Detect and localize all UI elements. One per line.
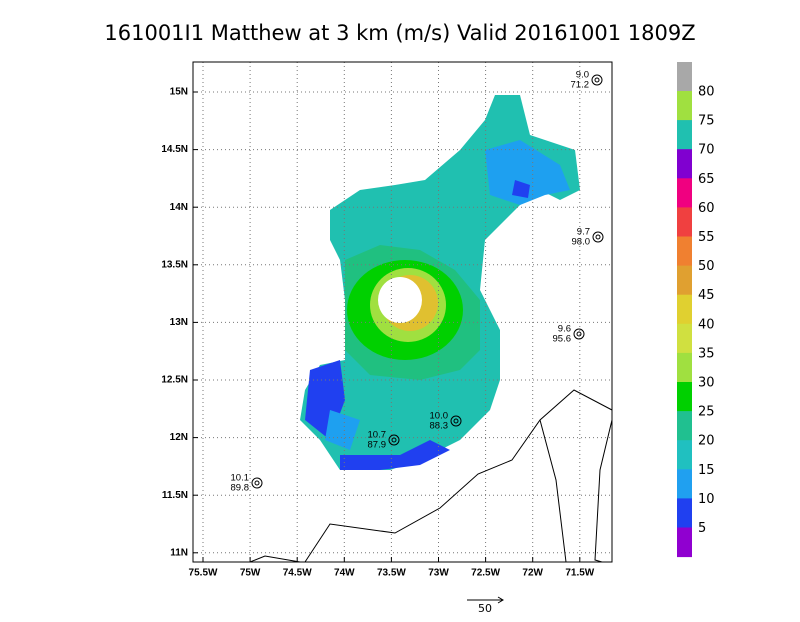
x-tick-label: 73W [428,568,449,579]
colorbar-swatch [677,207,692,237]
station-bottom: 71.2 [571,80,590,91]
coastline [249,389,613,563]
station-ring [251,477,263,489]
x-tick-label: 72W [522,568,543,579]
station-ring [592,231,604,243]
station-top: 9.0 [576,70,589,81]
colorbar-swatch [677,440,692,470]
colorbar-swatch [677,236,692,267]
station-dot [254,480,260,486]
colorbar-swatch [677,265,692,296]
title: 161001I1 Matthew at 3 km (m/s) Valid 201… [104,21,695,45]
colorbar-label: 30 [698,376,715,391]
colorbar-label: 75 [698,114,715,129]
station-ring [573,328,585,340]
colorbar-label: 25 [698,405,715,420]
scale-arrow-head [497,596,504,604]
colorbar-swatch [677,149,692,179]
station-bottom: 95.6 [553,334,572,345]
colorbar-label: 10 [698,492,715,507]
station-top: 10.1 [231,473,250,484]
colorbar-swatch [677,294,692,325]
colorbar-label: 55 [698,230,715,245]
colorbar-swatch [677,382,692,412]
x-tick-label: 75W [240,568,261,579]
station-top: 10.7 [368,430,387,441]
x-tick-label: 73.5W [377,568,406,579]
colorbar-cap [677,62,692,91]
colorbar-label: 45 [698,288,715,303]
station-bottom: 88.3 [430,421,449,432]
station-dot [594,77,600,83]
colorbar-label: 65 [698,172,715,187]
station-ring [388,434,400,446]
colorbar-swatch [677,120,692,150]
y-tick-label: 14N [170,202,188,213]
colorbar-swatch [677,323,692,354]
station-ring [450,415,462,427]
y-tick-label: 11N [170,547,188,558]
colorbar-swatch [677,527,692,558]
station-dot [391,437,397,443]
colorbar-swatch [677,469,692,499]
y-tick-label: 11.5N [162,490,188,501]
station-bottom: 87.9 [368,440,387,451]
station-dot [576,331,582,337]
colorbar-label: 60 [698,201,715,216]
x-tick-label: 74.5W [283,568,312,579]
colorbar-swatch [677,91,692,121]
plot-frame [192,61,613,563]
station-bottom: 98.0 [572,237,591,248]
x-tick-label: 72.5W [471,568,500,579]
colorbar-label: 50 [698,259,715,274]
colorbar-label: 40 [698,317,715,332]
station-top: 9.7 [577,227,590,238]
x-tick-label: 75.5W [189,568,218,579]
y-tick-label: 12.5N [161,375,188,386]
colorbar-swatch [677,178,692,208]
storm-field [300,95,580,470]
station-bottom: 89.8 [231,483,250,494]
x-tick-label: 71.5W [565,568,594,579]
colorbar-label: 20 [698,434,715,449]
station-dot [453,418,459,424]
colorbar-label: 70 [698,143,715,158]
station-ring [591,74,603,86]
y-tick-label: 13N [170,317,188,328]
station-top: 9.6 [558,324,571,335]
colorbar: 80 75 70 65 60 55 50 45 40 35 30 25 20 15 10 5 [677,62,715,558]
station-top: 10.0 [430,411,449,422]
grid: 75.5W 75W 74.5W 74W 73.5W 73W 72.5W 72W 71.5W 15N… [161,62,612,579]
colorbar-swatch [677,498,692,528]
colorbar-swatch [677,352,692,383]
colorbar-swatch [677,411,692,441]
stations: 9.071.2 9.798.0 9.695.6 10.088.3 10.787.9 10.… [231,70,604,494]
y-tick-label: 15N [170,87,188,98]
colorbar-label: 5 [698,521,706,536]
station-dot [595,234,601,240]
y-tick-label: 13.5N [161,259,188,270]
scale-label: 50 [478,602,492,615]
y-tick-label: 14.5N [161,144,188,155]
colorbar-label: 80 [698,85,715,100]
y-tick-label: 12N [170,432,188,443]
colorbar-label: 15 [698,463,715,478]
colorbar-label: 35 [698,346,715,361]
x-tick-label: 74W [334,568,355,579]
